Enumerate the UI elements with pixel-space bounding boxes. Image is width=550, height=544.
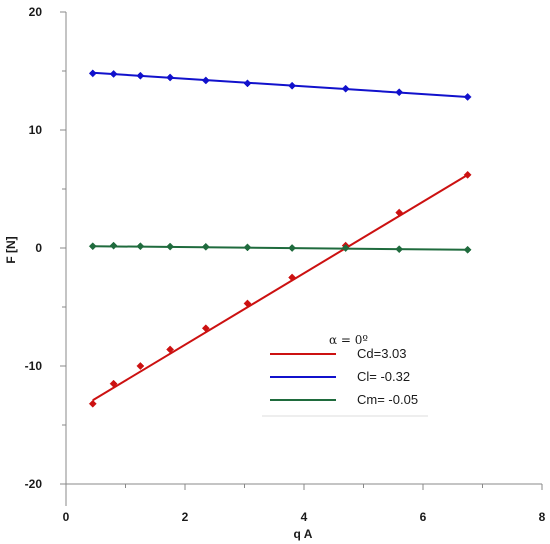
y-tick-label: 0 xyxy=(35,241,42,255)
y-tick-label: -10 xyxy=(25,359,43,373)
series-0-fit-line xyxy=(92,173,469,402)
series-2-point xyxy=(201,242,210,251)
series-2-point xyxy=(88,242,97,251)
y-tick-label: 20 xyxy=(29,5,43,19)
axes: -20 -10 0 10 20 0 2 4 6 8 q A F [N] xyxy=(4,5,546,541)
series-0-point xyxy=(88,399,97,408)
series-1-point xyxy=(395,88,404,97)
x-tick-label: 8 xyxy=(539,510,546,524)
series-0-point xyxy=(109,379,118,388)
series-1-point xyxy=(243,79,252,88)
series-1-point xyxy=(288,81,297,90)
series-1-point xyxy=(166,73,175,82)
series-0-point xyxy=(243,299,252,308)
series-0-point xyxy=(463,170,472,179)
series-2-point xyxy=(166,242,175,251)
series-2-fit-line xyxy=(92,245,468,251)
series-0 xyxy=(88,170,472,408)
series-2-point xyxy=(395,245,404,254)
series-1-point xyxy=(201,76,210,85)
series-2-point xyxy=(341,244,350,252)
series-1-point xyxy=(88,69,97,78)
x-tick-label: 0 xyxy=(63,510,70,524)
series-0-point xyxy=(395,208,404,217)
series-0-point xyxy=(166,345,175,354)
series-1 xyxy=(88,69,472,101)
series-2-point xyxy=(109,241,118,250)
series-2-point xyxy=(136,242,145,251)
series-layer xyxy=(88,69,472,408)
legend-label-1: Cl= -0.32 xyxy=(357,369,410,384)
x-tick-label: 4 xyxy=(301,510,308,524)
x-axis-title: q A xyxy=(294,527,313,541)
series-1-point xyxy=(136,71,145,80)
legend-title: α = 0º xyxy=(329,333,368,347)
series-2-point xyxy=(288,244,297,252)
x-tick-label: 2 xyxy=(182,510,189,524)
series-1-point xyxy=(341,84,350,93)
series-2-point xyxy=(243,243,252,252)
y-tick-label: 10 xyxy=(29,123,43,137)
series-1-point xyxy=(109,69,118,78)
series-2-point xyxy=(463,245,472,254)
x-tick-label: 6 xyxy=(420,510,427,524)
series-1-fit-line xyxy=(92,71,468,98)
legend-label-0: Cd=3.03 xyxy=(357,346,407,361)
legend: α = 0º Cd=3.03 Cl= -0.32 Cm= -0.05 xyxy=(262,333,428,417)
series-0-point xyxy=(288,273,297,282)
series-1-point xyxy=(463,93,472,101)
y-tick-label: -20 xyxy=(25,477,43,491)
y-axis-title: F [N] xyxy=(4,236,18,263)
series-2 xyxy=(88,241,472,254)
legend-label-2: Cm= -0.05 xyxy=(357,392,418,407)
series-0-point xyxy=(136,362,145,370)
legend-entries: Cd=3.03 Cl= -0.32 Cm= -0.05 xyxy=(262,346,428,417)
series-0-point xyxy=(201,324,210,333)
